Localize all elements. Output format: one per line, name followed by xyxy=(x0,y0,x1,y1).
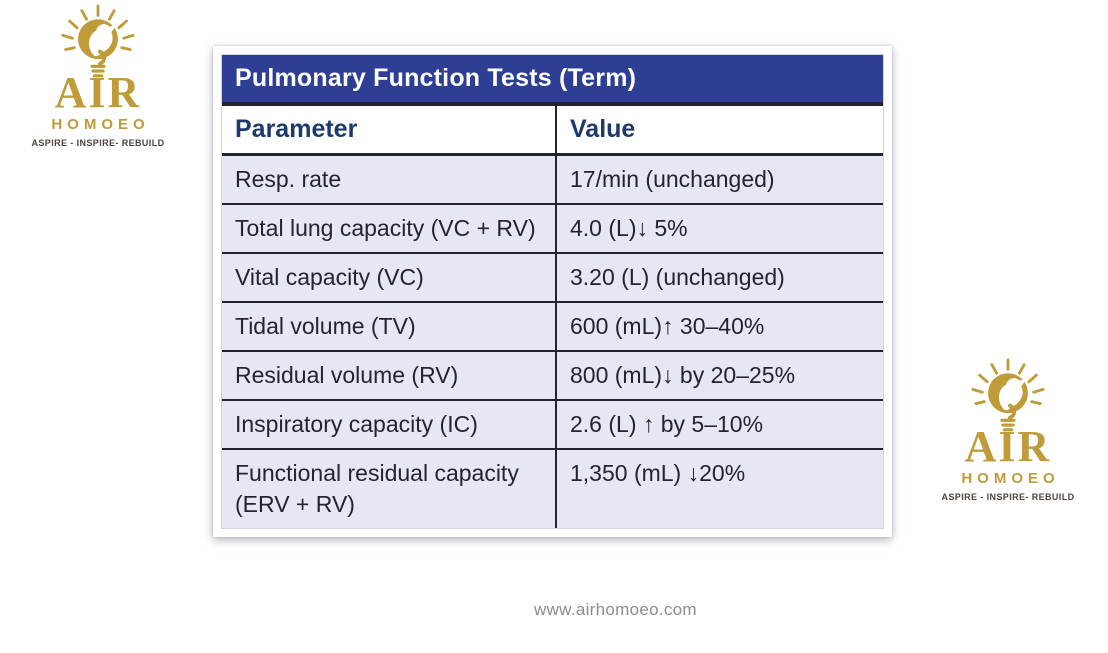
table-row: Vital capacity (VC) 3.20 (L) (unchanged) xyxy=(222,252,883,301)
table-row: Inspiratory capacity (IC) 2.6 (L) ↑ by 5… xyxy=(222,399,883,448)
table-row: Resp. rate 17/min (unchanged) xyxy=(222,156,883,203)
pulmonary-function-table: Pulmonary Function Tests (Term) Paramete… xyxy=(213,46,892,537)
parameter-cell: Tidal volume (TV) xyxy=(235,313,416,339)
parameter-cell: Vital capacity (VC) xyxy=(235,264,424,290)
parameter-cell: Inspiratory capacity (IC) xyxy=(235,411,478,437)
logo-name: AIR xyxy=(54,68,142,117)
website-url: www.airhomoeo.com xyxy=(534,600,697,619)
table-row: Functional residual capacity (ERV + RV) … xyxy=(222,448,883,528)
logo-tagline: ASPIRE - INSPIRE- REBUILD xyxy=(941,492,1075,502)
parameter-cell: Resp. rate xyxy=(235,166,342,192)
value-cell: 1,350 (mL) ↓20% xyxy=(555,450,883,528)
table-row: Tidal volume (TV) 600 (mL)↑ 30–40% xyxy=(222,301,883,350)
parameter-cell: Residual volume (RV) xyxy=(235,362,459,388)
logo-tagline: ASPIRE - INSPIRE- REBUILD xyxy=(31,138,165,148)
parameter-cell: Total lung capacity (VC + RV) xyxy=(235,215,536,241)
parameter-cell: Functional residual capacity (ERV + RV) xyxy=(235,460,519,517)
value-cell: 4.0 (L)↓ 5% xyxy=(555,205,883,252)
value-cell: 2.6 (L) ↑ by 5–10% xyxy=(555,401,883,448)
table-row: Total lung capacity (VC + RV) 4.0 (L)↓ 5… xyxy=(222,203,883,252)
value-cell: 17/min (unchanged) xyxy=(555,156,883,203)
column-header-parameter: Parameter xyxy=(235,115,358,143)
air-homoeo-logo: AIR HOMOEO ASPIRE - INSPIRE- REBUILD xyxy=(933,358,1083,502)
value-cell: 3.20 (L) (unchanged) xyxy=(555,254,883,301)
column-header-value: Value xyxy=(555,106,883,153)
value-cell: 600 (mL)↑ 30–40% xyxy=(555,303,883,350)
value-cell: 800 (mL)↓ by 20–25% xyxy=(555,352,883,399)
logo-name: AIR xyxy=(964,422,1052,471)
logo-subname: HOMOEO xyxy=(961,470,1060,487)
bulb-bird-icon xyxy=(971,358,1045,432)
table-header-row: Parameter Value xyxy=(222,106,883,156)
air-homoeo-logo: AIR HOMOEO ASPIRE - INSPIRE- REBUILD xyxy=(23,4,173,148)
bulb-bird-icon xyxy=(61,4,135,78)
table-row: Residual volume (RV) 800 (mL)↓ by 20–25% xyxy=(222,350,883,399)
logo-subname: HOMOEO xyxy=(51,116,150,133)
table-title: Pulmonary Function Tests (Term) xyxy=(222,55,883,106)
